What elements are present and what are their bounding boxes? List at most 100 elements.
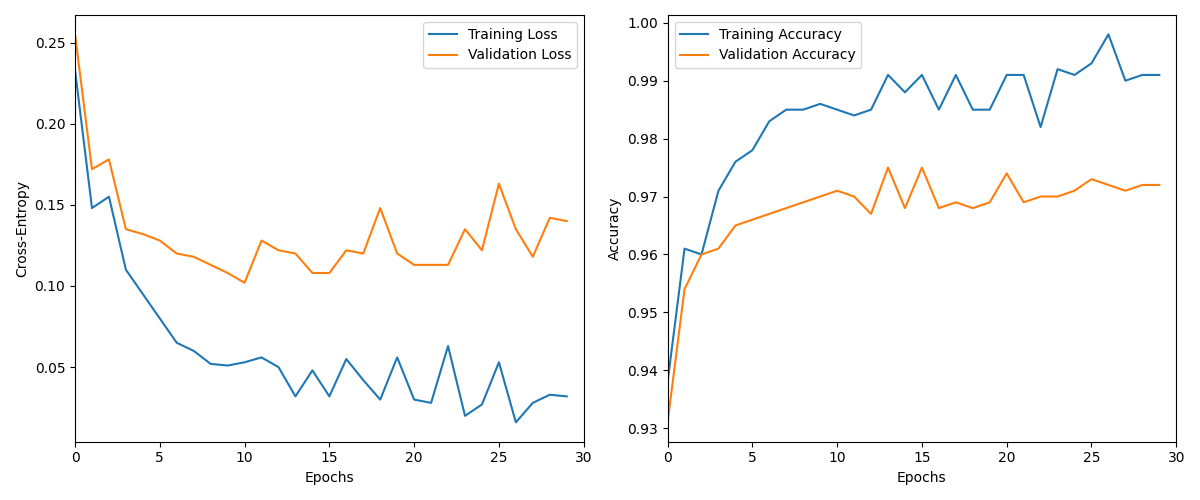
Training Loss bbox=[305, 368, 319, 374]
Validation Accuracy bbox=[898, 205, 912, 211]
X-axis label: Epochs: Epochs bbox=[898, 471, 947, 485]
Training Accuracy bbox=[864, 106, 878, 112]
Training Accuracy bbox=[1085, 60, 1099, 66]
Validation Accuracy bbox=[983, 200, 997, 205]
Training Loss bbox=[424, 400, 438, 406]
Validation Loss bbox=[186, 254, 200, 260]
Validation Accuracy bbox=[914, 164, 929, 170]
Validation Loss bbox=[407, 262, 421, 268]
Training Loss bbox=[271, 364, 286, 370]
Training Accuracy bbox=[847, 112, 862, 118]
Training Accuracy bbox=[677, 246, 691, 252]
Validation Accuracy bbox=[1033, 194, 1048, 200]
Validation Loss bbox=[526, 254, 540, 260]
Training Loss bbox=[390, 354, 404, 360]
Training Loss bbox=[509, 420, 523, 426]
Training Loss bbox=[407, 396, 421, 402]
Training Loss bbox=[169, 340, 184, 346]
Training Loss bbox=[373, 396, 388, 402]
Validation Loss bbox=[85, 166, 100, 172]
Training Loss bbox=[221, 362, 235, 368]
Validation Loss bbox=[424, 262, 438, 268]
Training Loss bbox=[288, 394, 302, 400]
Training Accuracy bbox=[914, 72, 929, 78]
Validation Loss bbox=[136, 231, 150, 237]
Validation Loss bbox=[440, 262, 455, 268]
Line: Validation Accuracy: Validation Accuracy bbox=[667, 168, 1159, 422]
Validation Loss bbox=[356, 250, 371, 256]
Training Accuracy bbox=[949, 72, 964, 78]
Validation Accuracy bbox=[779, 205, 793, 211]
Validation Accuracy bbox=[881, 164, 895, 170]
Validation Accuracy bbox=[830, 188, 845, 194]
Validation Loss bbox=[373, 205, 388, 211]
Training Accuracy bbox=[812, 101, 827, 107]
Validation Accuracy bbox=[1118, 188, 1133, 194]
Validation Loss bbox=[458, 226, 473, 232]
Training Accuracy bbox=[1152, 72, 1166, 78]
Training Loss bbox=[542, 392, 557, 398]
Validation Loss bbox=[254, 238, 269, 244]
Validation Accuracy bbox=[728, 222, 743, 228]
Training Accuracy bbox=[1102, 32, 1116, 38]
Validation Loss bbox=[322, 270, 336, 276]
Training Loss bbox=[186, 348, 200, 354]
Training Accuracy bbox=[745, 147, 760, 153]
Validation Loss bbox=[542, 215, 557, 221]
Training Accuracy bbox=[931, 106, 946, 112]
Validation Accuracy bbox=[864, 211, 878, 217]
Validation Loss bbox=[492, 180, 506, 186]
Validation Accuracy bbox=[847, 194, 862, 200]
Training Accuracy bbox=[1067, 72, 1081, 78]
Line: Training Loss: Training Loss bbox=[76, 70, 566, 422]
Training Loss bbox=[322, 394, 336, 400]
Training Accuracy bbox=[1016, 72, 1031, 78]
Training Loss bbox=[458, 413, 473, 419]
Y-axis label: Cross-Entropy: Cross-Entropy bbox=[14, 180, 29, 277]
Validation Accuracy bbox=[1000, 170, 1014, 176]
Training Loss bbox=[204, 361, 218, 367]
Validation Loss bbox=[68, 32, 83, 38]
Validation Loss bbox=[102, 156, 116, 162]
Line: Training Accuracy: Training Accuracy bbox=[667, 34, 1159, 382]
Validation Loss bbox=[152, 238, 167, 244]
Training Loss bbox=[238, 360, 252, 366]
Validation Loss bbox=[204, 262, 218, 268]
X-axis label: Epochs: Epochs bbox=[305, 471, 354, 485]
Validation Accuracy bbox=[1067, 188, 1081, 194]
Training Accuracy bbox=[983, 106, 997, 112]
Training Accuracy bbox=[1050, 66, 1064, 72]
Validation Accuracy bbox=[677, 286, 691, 292]
Validation Accuracy bbox=[1085, 176, 1099, 182]
Validation Loss bbox=[238, 280, 252, 285]
Validation Accuracy bbox=[966, 205, 980, 211]
Training Loss bbox=[526, 400, 540, 406]
Validation Accuracy bbox=[762, 211, 776, 217]
Validation Loss bbox=[509, 226, 523, 232]
Validation Accuracy bbox=[660, 420, 674, 426]
Validation Loss bbox=[271, 248, 286, 254]
Training Loss bbox=[254, 354, 269, 360]
Validation Loss bbox=[390, 250, 404, 256]
Training Loss bbox=[559, 394, 574, 400]
Validation Loss bbox=[559, 218, 574, 224]
Training Accuracy bbox=[966, 106, 980, 112]
Training Loss bbox=[119, 267, 133, 273]
Training Accuracy bbox=[762, 118, 776, 124]
Validation Accuracy bbox=[931, 205, 946, 211]
Training Loss bbox=[340, 356, 354, 362]
Training Loss bbox=[475, 402, 490, 407]
Training Accuracy bbox=[1118, 78, 1133, 84]
Training Accuracy bbox=[881, 72, 895, 78]
Training Loss bbox=[85, 205, 100, 211]
Validation Accuracy bbox=[1016, 200, 1031, 205]
Training Loss bbox=[68, 67, 83, 73]
Legend: Training Accuracy, Validation Accuracy: Training Accuracy, Validation Accuracy bbox=[674, 22, 862, 68]
Line: Validation Loss: Validation Loss bbox=[76, 34, 566, 282]
Training Accuracy bbox=[712, 188, 726, 194]
Training Accuracy bbox=[796, 106, 810, 112]
Training Loss bbox=[102, 194, 116, 200]
Validation Accuracy bbox=[949, 200, 964, 205]
Validation Accuracy bbox=[812, 194, 827, 200]
Validation Accuracy bbox=[745, 216, 760, 222]
